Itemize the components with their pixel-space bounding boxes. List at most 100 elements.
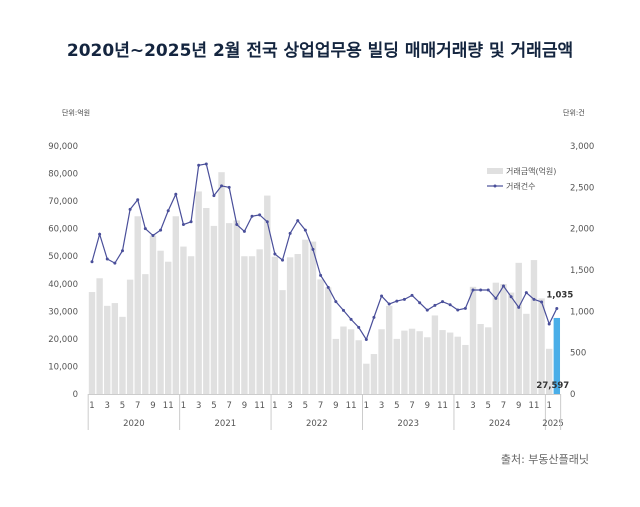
right-tick-label: 2,500 (570, 183, 594, 193)
bar (378, 329, 385, 394)
month-tick-label: 3 (470, 401, 475, 411)
left-tick-label: 0 (73, 390, 78, 400)
month-tick-label: 3 (379, 401, 384, 411)
line-point (380, 294, 384, 298)
bars (88, 172, 561, 394)
left-tick-label: 30,000 (48, 307, 78, 317)
line-point (227, 185, 231, 189)
data-label-last-bar: 27,597 (536, 381, 569, 391)
line-point (402, 297, 406, 301)
line-point (441, 300, 445, 304)
left-tick-label: 90,000 (48, 142, 78, 152)
line-point (128, 207, 132, 211)
month-tick-label: 9 (150, 401, 155, 411)
legend-line-marker (493, 184, 497, 188)
month-tick-label: 1 (272, 401, 277, 411)
month-tick-label: 1 (546, 401, 551, 411)
bar (492, 282, 500, 394)
legend-bar-label: 거래금액(억원) (506, 166, 556, 176)
bar (332, 338, 340, 394)
legend: 거래금액(억원) 거래건수 (487, 166, 556, 191)
bar (302, 239, 309, 394)
bar (157, 250, 164, 394)
month-tick-label: 7 (318, 401, 323, 411)
bar (126, 279, 134, 394)
line-point (258, 213, 262, 217)
line-point (479, 288, 483, 292)
right-tick-label: 2,000 (570, 225, 594, 235)
right-tick-label: 1,500 (570, 266, 594, 276)
line-point (120, 249, 124, 253)
bar (439, 330, 446, 394)
line-point (486, 288, 490, 292)
bar (187, 256, 195, 394)
bar (142, 274, 149, 394)
bar (538, 298, 545, 394)
line-point (303, 228, 307, 232)
line-point (212, 194, 216, 198)
line-point (197, 163, 201, 167)
line-point (494, 296, 498, 300)
bar (294, 254, 301, 394)
line-point (425, 308, 429, 312)
bar (347, 329, 355, 394)
bar (210, 225, 218, 394)
line-point (288, 231, 292, 235)
line-point (341, 308, 345, 312)
line-point (296, 219, 300, 223)
line-point (281, 258, 284, 262)
month-tick-label: 9 (425, 401, 430, 411)
line-point (463, 306, 467, 310)
left-tick-label: 40,000 (48, 280, 78, 290)
line-point (456, 308, 460, 312)
line-point (524, 291, 528, 295)
left-axis: 0 10,000 20,000 30,000 40,000 50,000 60,000 70,… (48, 142, 78, 400)
bar (104, 305, 111, 394)
left-tick-label: 70,000 (48, 197, 78, 207)
left-tick-label: 10,000 (48, 362, 78, 372)
line-point (136, 198, 140, 202)
line-point (364, 337, 368, 341)
line-point (418, 301, 422, 305)
line-point (357, 325, 361, 329)
line-point (372, 315, 376, 319)
bar (553, 317, 561, 394)
line-point (433, 303, 437, 307)
month-tick-label: 9 (333, 401, 338, 411)
month-tick-label: 3 (287, 401, 292, 411)
bar (225, 223, 233, 394)
month-tick-label: 5 (394, 401, 399, 411)
month-tick-label: 5 (211, 401, 216, 411)
bar (523, 313, 530, 394)
line-point (547, 322, 551, 326)
bar (286, 257, 294, 394)
line-point (311, 247, 315, 251)
line-series (90, 162, 559, 341)
right-tick-label: 500 (570, 349, 586, 359)
month-tick-label: 7 (135, 401, 140, 411)
bar (218, 172, 225, 394)
source-note: 출처: 부동산플래닛 (501, 453, 589, 466)
bar (119, 316, 126, 394)
bar (317, 279, 324, 394)
bar (363, 363, 370, 394)
left-axis-unit: 단위:억원 (62, 108, 90, 117)
bar (172, 216, 180, 394)
line-point (319, 273, 323, 277)
month-tick-label: 7 (226, 401, 231, 411)
month-tick-label: 3 (105, 401, 110, 411)
bar (469, 286, 477, 394)
month-tick-label: 11 (346, 401, 357, 411)
line-point (540, 300, 544, 304)
line-point (532, 297, 536, 301)
line-point (151, 234, 155, 238)
bar (462, 344, 469, 394)
bar (241, 256, 248, 394)
bar (546, 348, 553, 394)
bar (325, 287, 332, 394)
left-tick-label: 60,000 (48, 225, 78, 235)
bar (256, 249, 263, 394)
line-point (98, 232, 102, 236)
month-tick-label: 9 (516, 401, 521, 411)
bar (195, 191, 202, 394)
